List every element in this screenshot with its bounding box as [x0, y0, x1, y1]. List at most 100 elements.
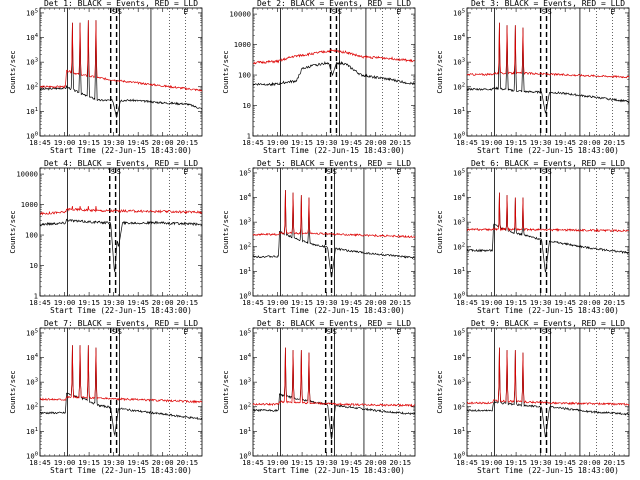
x-tick-label: 20:00 [579, 458, 601, 467]
y-tick-label: 101 [453, 427, 465, 436]
x-tick-label: 20:15 [603, 298, 625, 307]
marker-box-label: S [117, 167, 121, 176]
detector-panel-2: Det 2: BLACK = Events, RED = LLD 1 10 100 10… [221, 0, 416, 155]
panel-title: Det 9: BLACK = Events, RED = LLD [471, 319, 625, 328]
marker-box-label: E [396, 167, 400, 176]
y-tick-label: 100 [238, 71, 251, 80]
y-tick-label: 10 [242, 101, 251, 110]
x-tick-label: 20:15 [176, 458, 198, 467]
marker-box-label: S [112, 327, 116, 336]
marker-box-label: S [112, 7, 116, 16]
lld-series-line [466, 22, 630, 79]
x-tick-label: 19:45 [340, 458, 362, 467]
marker-box-label: E [610, 327, 614, 336]
y-tick-label: 1 [247, 132, 251, 141]
plot-frame [466, 327, 630, 457]
y-tick-label: 103 [239, 218, 251, 227]
panel-title: Det 5: BLACK = Events, RED = LLD [257, 159, 411, 168]
x-axis-label: Start Time (22-Jun-15 18:43:00) [477, 466, 619, 475]
events-series-line [39, 218, 203, 273]
x-tick-label: 20:00 [365, 298, 387, 307]
y-tick-label: 100 [26, 452, 38, 461]
x-tick-label: 19:45 [340, 298, 362, 307]
lld-series-line [39, 345, 203, 404]
y-tick-label: 103 [26, 378, 38, 387]
marker-box-label: S [548, 327, 552, 336]
x-tick-label: 18:45 [456, 138, 478, 147]
x-tick-label: 20:15 [176, 138, 198, 147]
x-tick-label: 19:30 [316, 138, 338, 147]
y-tick-label: 103 [26, 58, 38, 67]
marker-box-label: S [333, 167, 337, 176]
y-tick-label: 105 [26, 8, 38, 17]
panel-title: Det 4: BLACK = Events, RED = LLD [44, 159, 198, 168]
x-tick-label: 20:00 [579, 298, 601, 307]
x-tick-label: 20:15 [389, 298, 411, 307]
marker-box-label: S [337, 7, 341, 16]
x-tick-label: 19:00 [267, 298, 289, 307]
x-tick-label: 20:15 [603, 138, 625, 147]
y-tick-label: 103 [453, 58, 465, 67]
detector-panel-4: Det 4: BLACK = Events, RED = LLD 1 10 100 10… [8, 159, 203, 315]
x-tick-label: 19:45 [554, 138, 576, 147]
plot-frame [252, 7, 416, 137]
detector-panel-7: Det 7: BLACK = Events, RED = LLD 100 101 10… [8, 319, 203, 475]
panel-title: Det 2: BLACK = Events, RED = LLD [257, 0, 411, 8]
x-axis-label: Start Time (22-Jun-15 18:43:00) [477, 306, 619, 315]
y-tick-label: 100 [453, 132, 465, 141]
panel-title: Det 6: BLACK = Events, RED = LLD [471, 159, 625, 168]
x-tick-label: 19:15 [505, 298, 527, 307]
x-tick-label: 20:00 [579, 138, 601, 147]
y-tick-label: 1000 [21, 200, 38, 209]
y-axis-label: Counts/sec [221, 210, 230, 253]
marker-box-label: S [542, 327, 546, 336]
y-tick-label: 104 [453, 33, 466, 42]
x-tick-label: 19:45 [127, 298, 149, 307]
x-tick-label: 19:00 [481, 458, 503, 467]
y-tick-label: 103 [453, 378, 465, 387]
y-tick-label: 101 [239, 427, 251, 436]
x-tick-label: 19:15 [78, 138, 100, 147]
marker-box-label: S [327, 167, 331, 176]
x-tick-label: 18:45 [456, 458, 478, 467]
lld-series-line [252, 190, 416, 239]
marker-box-label: E [610, 167, 614, 176]
detector-panel-8: Det 8: BLACK = Events, RED = LLD 100 101 10… [221, 319, 416, 475]
x-tick-label: 18:45 [456, 298, 478, 307]
x-tick-label: 19:00 [267, 138, 289, 147]
plot-frame [252, 327, 416, 457]
x-tick-label: 19:30 [103, 458, 125, 467]
y-tick-label: 105 [239, 168, 251, 177]
plot-frame [39, 167, 203, 297]
x-tick-label: 20:00 [152, 298, 174, 307]
y-tick-label: 105 [453, 328, 465, 337]
events-series-line [466, 22, 630, 114]
x-tick-label: 19:15 [291, 298, 313, 307]
x-tick-label: 19:00 [481, 298, 503, 307]
x-axis-label: Start Time (22-Jun-15 18:43:00) [477, 146, 619, 155]
lld-series-line [252, 48, 416, 65]
y-tick-label: 103 [453, 218, 465, 227]
x-tick-label: 19:30 [530, 298, 552, 307]
x-tick-label: 19:00 [481, 138, 503, 147]
x-tick-label: 19:30 [530, 458, 552, 467]
lld-series-line [466, 192, 630, 233]
y-tick-label: 102 [239, 242, 251, 251]
y-tick-label: 1 [34, 292, 38, 301]
detector-panel-5: Det 5: BLACK = Events, RED = LLD 100 101 10… [221, 159, 416, 315]
x-tick-label: 19:45 [554, 458, 576, 467]
y-tick-label: 100 [26, 132, 38, 141]
events-series-line [39, 20, 203, 118]
marker-box-label: S [542, 167, 546, 176]
panel-title: Det 8: BLACK = Events, RED = LLD [257, 319, 411, 328]
y-tick-label: 105 [453, 8, 465, 17]
marker-box-label: S [111, 167, 115, 176]
marker-box-label: S [332, 7, 336, 16]
x-tick-label: 20:00 [152, 138, 174, 147]
y-axis-label: Counts/sec [435, 50, 444, 93]
marker-box-label: S [333, 327, 337, 336]
x-tick-label: 18:45 [242, 458, 264, 467]
x-tick-label: 18:45 [242, 138, 264, 147]
y-tick-label: 101 [239, 267, 251, 276]
events-series-line [466, 192, 630, 273]
